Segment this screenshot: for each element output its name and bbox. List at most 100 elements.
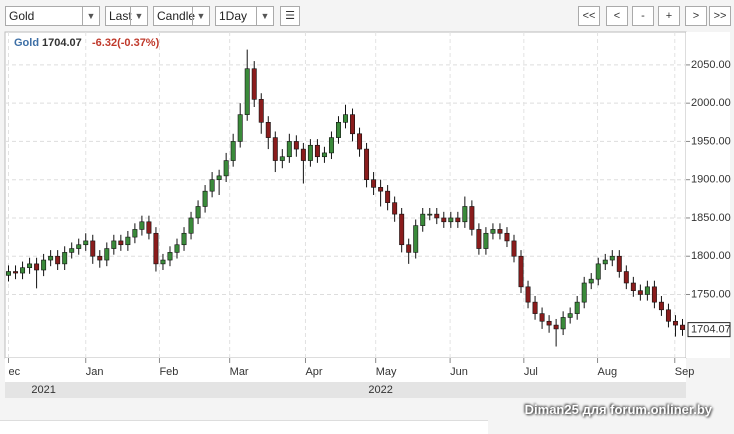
candle-body: [560, 317, 566, 330]
candle-body: [413, 225, 419, 253]
candle-body: [518, 255, 524, 288]
candle-body: [680, 324, 685, 330]
candle-body: [406, 244, 412, 253]
candle-body: [230, 141, 236, 161]
candle-body: [539, 313, 545, 322]
settings-button[interactable]: ☰: [280, 6, 300, 26]
candle-body: [258, 99, 264, 123]
year-band: [5, 382, 686, 398]
field-text: Last: [109, 9, 132, 23]
candle-body: [41, 259, 47, 271]
nav-button[interactable]: +: [658, 6, 680, 26]
candle-body: [651, 286, 657, 303]
candle-body: [665, 309, 671, 322]
x-axis-area: [5, 358, 686, 382]
candle-body: [343, 114, 348, 123]
symbol-select[interactable]: Gold ▼: [5, 6, 100, 26]
candle-body: [83, 240, 89, 246]
y-axis-area: [686, 32, 730, 358]
y-tick-label: 1750.00: [691, 288, 731, 300]
x-tick-label: Feb: [159, 366, 178, 378]
candle-body: [6, 271, 11, 276]
candle-body: [427, 213, 433, 216]
chart: Gold 1704.07 -6.32(-0.37%) 1750.00 1800.0…: [4, 31, 731, 398]
interval-select[interactable]: 1Day ▼: [215, 6, 274, 26]
nav-button[interactable]: <<: [578, 6, 600, 26]
candle-body: [314, 144, 320, 158]
candle-body: [55, 255, 61, 265]
candle-body: [434, 213, 440, 219]
candle-body: [483, 232, 489, 249]
candle-body: [69, 248, 75, 253]
candle-body: [76, 244, 82, 249]
candle-body: [602, 259, 608, 265]
candle-body: [371, 179, 377, 188]
y-tick-label: 2000.00: [691, 97, 731, 109]
candle-body: [132, 229, 138, 238]
year-label: 2021: [31, 384, 55, 396]
candle-body: [357, 133, 363, 150]
nav-button[interactable]: -: [632, 6, 654, 26]
candle-body: [300, 148, 306, 161]
x-tick-label: Jun: [450, 366, 468, 378]
candle-body: [48, 255, 54, 261]
interval-text: 1Day: [219, 9, 248, 23]
x-tick-label: Apr: [305, 366, 322, 378]
candle-body: [588, 278, 594, 284]
watermark: Diman25 для forum.onliner.by: [524, 402, 712, 417]
candle-body: [637, 290, 643, 295]
candle-body: [293, 141, 299, 150]
candle-body: [188, 217, 194, 234]
x-tick-label: Aug: [598, 366, 618, 378]
candle-body: [237, 114, 243, 142]
nav-button[interactable]: >: [685, 6, 707, 26]
candle-body: [567, 313, 573, 318]
candle-body: [546, 320, 552, 326]
candle-body: [160, 259, 166, 265]
candle-body: [181, 232, 187, 246]
x-tick-label: Sep: [675, 366, 695, 378]
candle-body: [644, 286, 650, 295]
candle-body: [364, 148, 370, 180]
symbol-text: Gold: [9, 9, 35, 23]
y-tick-label: 1850.00: [691, 212, 731, 224]
candle-body: [378, 187, 384, 192]
candle-body: [392, 202, 398, 215]
candle-body: [350, 114, 355, 135]
candle-body: [153, 232, 159, 265]
candle-body: [20, 267, 26, 274]
candle-body: [244, 68, 250, 115]
candle-body: [279, 156, 285, 161]
candle-body: [623, 271, 629, 284]
style-text: Candle: [157, 9, 196, 23]
candle-body: [399, 213, 405, 246]
candle-body: [111, 240, 117, 249]
candle-body: [497, 229, 503, 234]
candle-body: [265, 122, 271, 138]
candle-body: [581, 282, 587, 303]
candle-body: [574, 301, 580, 314]
candle-body: [532, 301, 538, 314]
candle-body: [146, 221, 152, 234]
y-tick-label: 2050.00: [691, 59, 731, 71]
candle-body: [125, 236, 131, 246]
candle-body: [174, 244, 180, 253]
nav-button[interactable]: <: [606, 6, 628, 26]
candle-body: [27, 263, 33, 268]
style-select[interactable]: Candle ▼: [153, 6, 210, 26]
x-tick-label: ec: [9, 366, 21, 378]
candle-body: [13, 271, 19, 274]
candle-body: [118, 240, 124, 246]
nav-button[interactable]: >>: [709, 6, 731, 26]
x-tick-label: Jan: [86, 366, 104, 378]
field-select[interactable]: Last ▼: [105, 6, 148, 26]
candle-body: [385, 190, 391, 203]
x-tick-label: May: [376, 366, 397, 378]
candle-body: [504, 232, 510, 242]
y-tick-label: 1950.00: [691, 135, 731, 147]
candle-body: [223, 160, 229, 177]
candle-body: [336, 122, 341, 138]
candle-body: [321, 152, 327, 158]
candle-body: [251, 68, 257, 100]
